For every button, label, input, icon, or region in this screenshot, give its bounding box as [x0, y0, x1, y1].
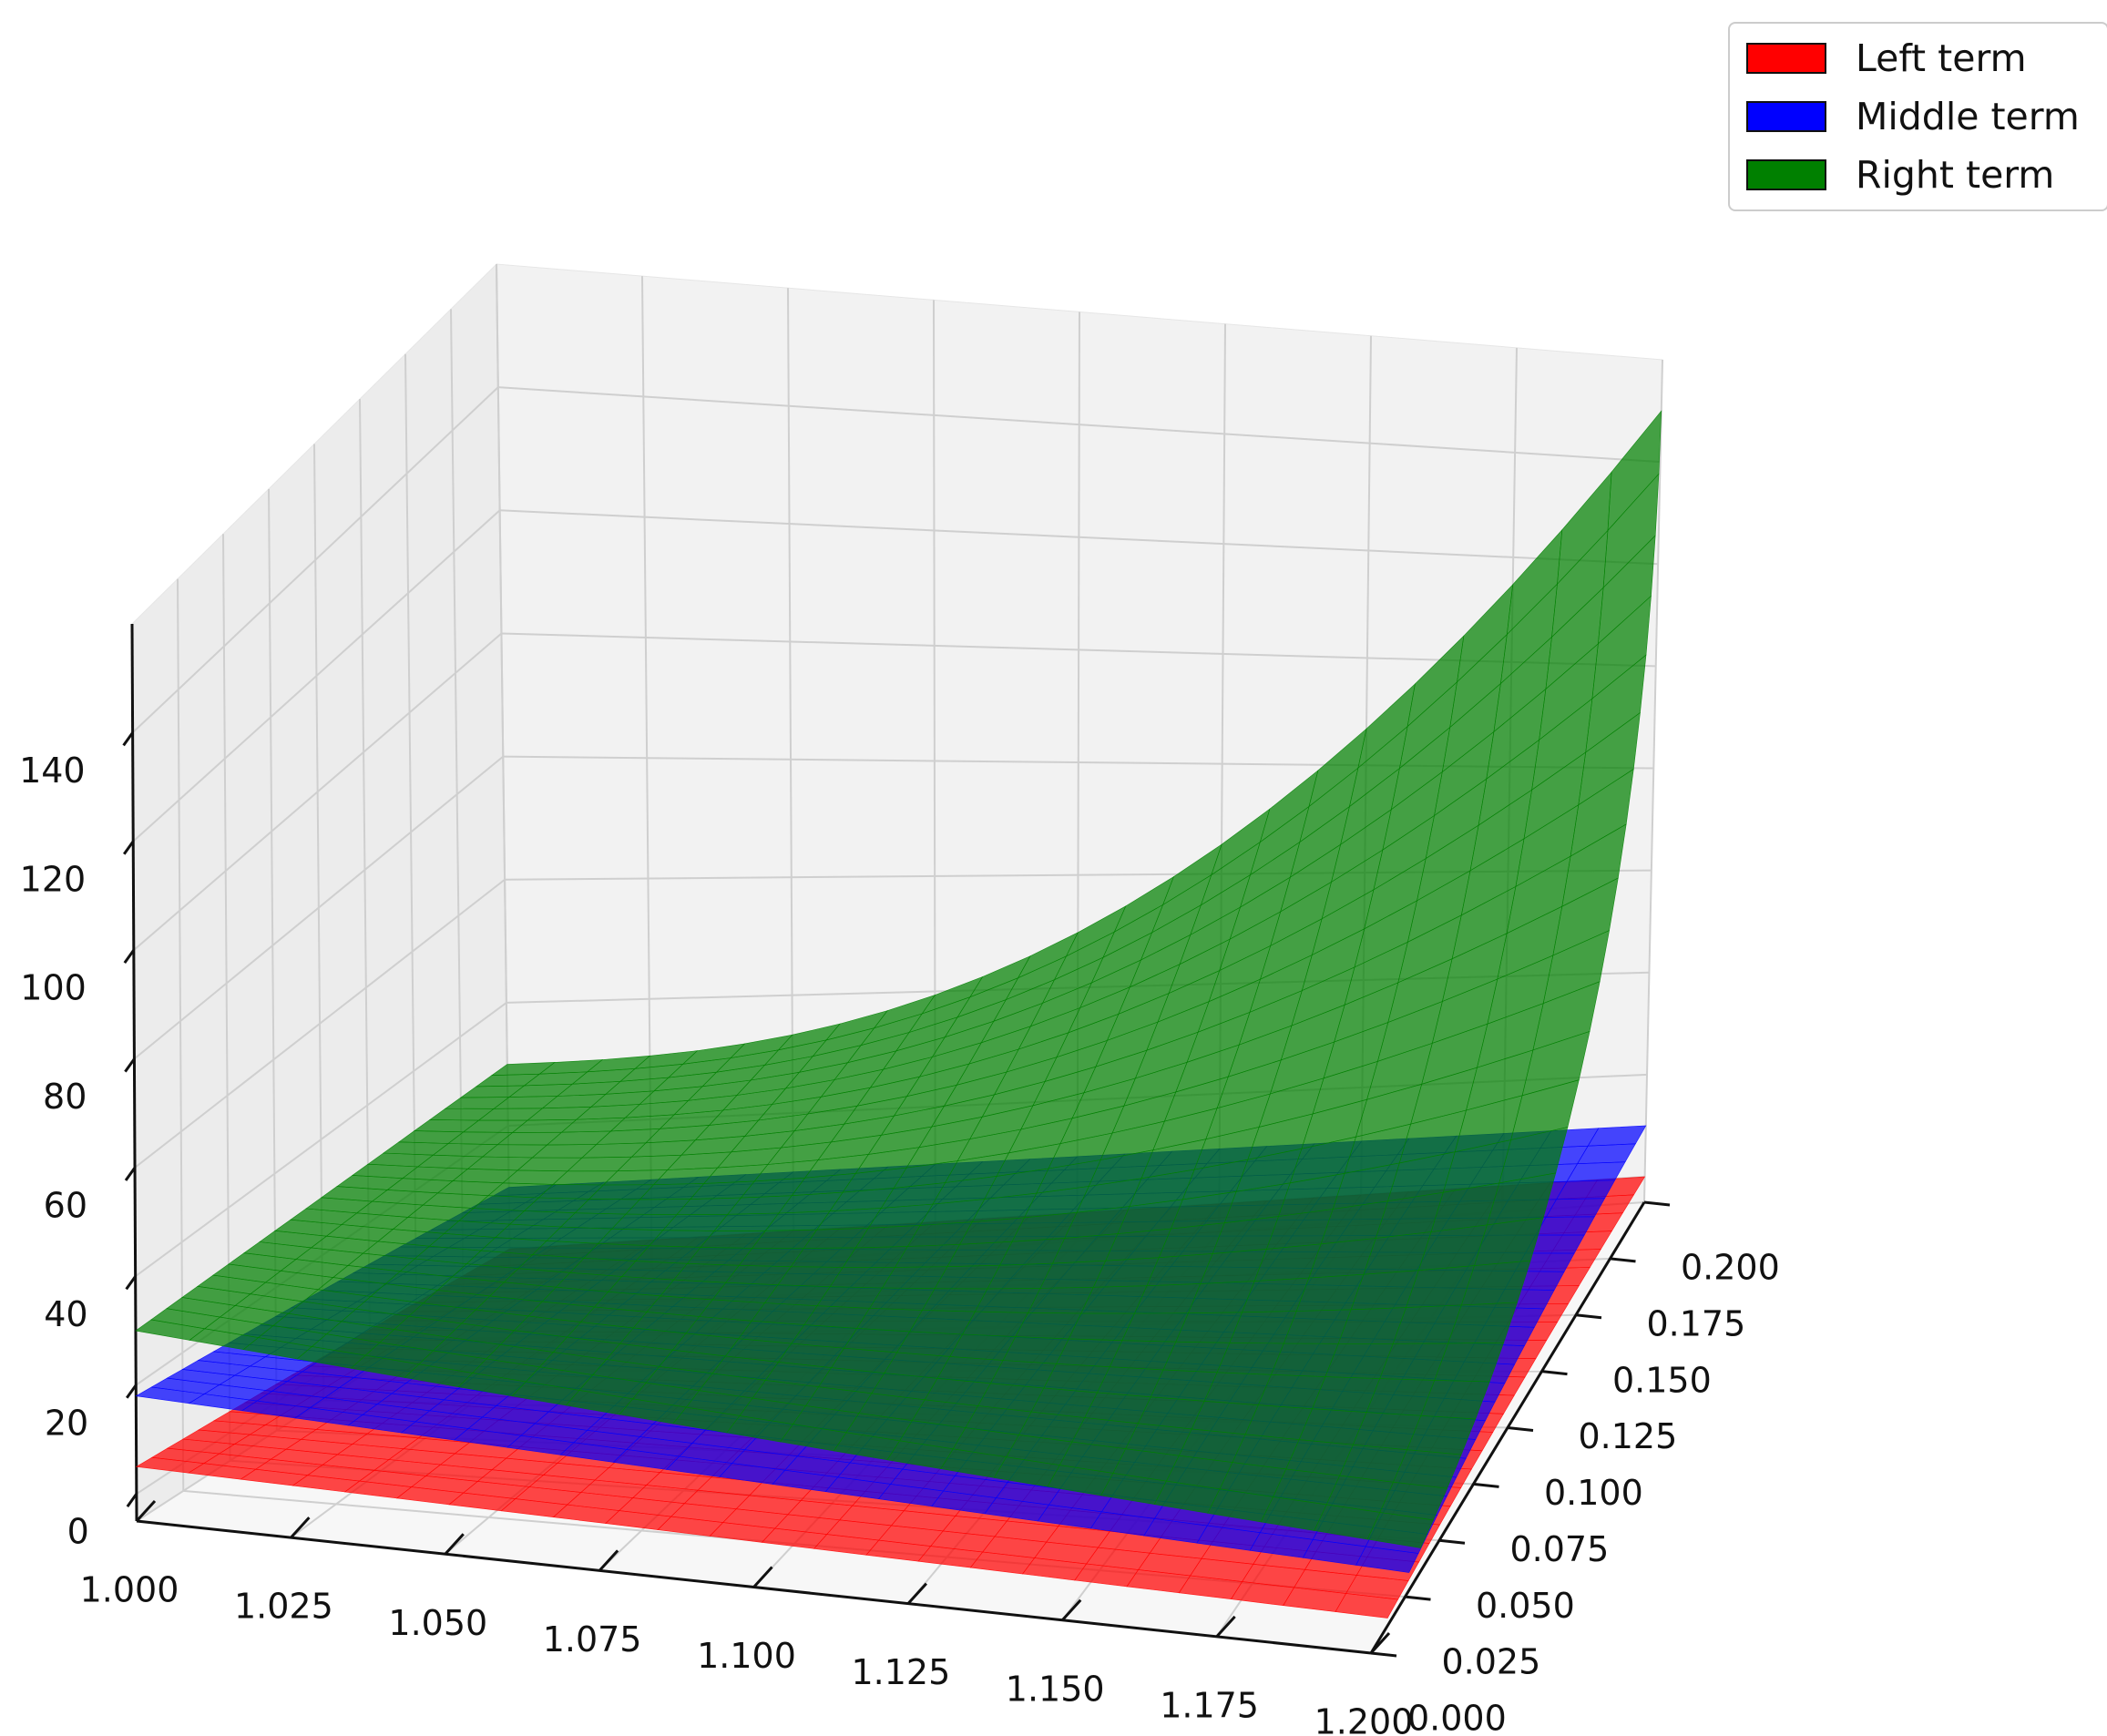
x-tick-0	[135, 1499, 157, 1523]
legend-swatch-right-term	[1746, 159, 1826, 190]
y-tick-2	[1438, 1538, 1466, 1545]
y-tick-label-6: 0.150	[1612, 1360, 1712, 1400]
legend-item-right-term: Right term	[1746, 153, 2055, 197]
legend-item-middle-term: Middle term	[1746, 95, 2080, 138]
grid-left-z-6	[132, 509, 501, 842]
z-tick-3	[124, 1167, 137, 1181]
x-tick-5	[906, 1582, 927, 1605]
legend-swatch-left-term	[1746, 43, 1826, 74]
x-tick-label-4: 1.100	[697, 1636, 796, 1676]
x-tick-label-8: 1.200	[1314, 1702, 1414, 1736]
legend-label-left-term: Left term	[1856, 36, 2027, 80]
grid-back-x-8	[1643, 359, 1663, 1203]
x-tick-label-2: 1.050	[388, 1603, 487, 1643]
grid-back-z-7	[497, 386, 1661, 464]
grid-left-z-5	[133, 632, 503, 951]
legend-swatch-middle-term	[1746, 101, 1826, 132]
z-tick-2	[125, 1275, 137, 1291]
z-tick-label-5: 100	[20, 968, 87, 1008]
y-tick-label-8: 0.200	[1681, 1248, 1780, 1288]
y-tick-label-7: 0.175	[1647, 1303, 1746, 1343]
x-tick-2	[444, 1533, 465, 1556]
x-tick-4	[752, 1566, 773, 1588]
z-tick-0	[126, 1493, 138, 1508]
grid-left-z-3	[134, 878, 506, 1169]
legend-item-left-term: Left term	[1746, 36, 2027, 80]
surface-right-term	[135, 410, 1662, 1548]
y-tick-label-2: 0.050	[1476, 1586, 1575, 1626]
z-tick-7	[122, 731, 134, 747]
z-tick-label-3: 60	[44, 1186, 87, 1226]
x-tick-label-5: 1.125	[852, 1652, 951, 1692]
axis-lines	[122, 623, 1671, 1658]
z-tick-label-7: 140	[19, 751, 86, 791]
x-tick-label-1: 1.025	[234, 1587, 333, 1627]
z-tick-label-6: 120	[20, 859, 87, 899]
y-tick-8	[1643, 1200, 1671, 1207]
y-tick-3	[1473, 1482, 1499, 1488]
x-tick-label-7: 1.175	[1160, 1685, 1259, 1725]
y-tick-4	[1507, 1426, 1534, 1432]
legend-label-right-term: Right term	[1856, 153, 2055, 197]
x-tick-label-0: 1.000	[80, 1570, 179, 1610]
tick-labels: 1.000 1.025 1.050 1.075 1.100 1.125 1.150 1.175…	[19, 751, 1780, 1736]
z-tick-label-0: 0	[67, 1512, 89, 1552]
z-axis-line	[130, 623, 138, 1522]
x-tick-1	[290, 1516, 311, 1539]
z-tick-label-2: 40	[44, 1294, 87, 1334]
z-tick-label-1: 20	[45, 1403, 88, 1443]
y-tick-5	[1541, 1370, 1568, 1376]
y-tick-0	[1370, 1651, 1397, 1658]
surfaces	[135, 410, 1662, 1619]
y-tick-1	[1405, 1595, 1431, 1601]
x-tick-7	[1215, 1615, 1236, 1638]
z-tick-6	[122, 840, 135, 855]
z-tick-5	[123, 949, 136, 965]
grid-left-z-4	[133, 755, 504, 1060]
z-tick-label-4: 80	[43, 1077, 87, 1117]
x-tick-label-6: 1.150	[1006, 1669, 1105, 1709]
legend-label-middle-term: Middle term	[1856, 95, 2080, 138]
z-tick-4	[124, 1057, 136, 1073]
y-tick-label-5: 0.125	[1579, 1416, 1678, 1456]
x-tick-8	[1369, 1631, 1391, 1655]
y-tick-7	[1610, 1257, 1636, 1263]
z-tick-1	[126, 1384, 138, 1399]
x-tick-3	[598, 1549, 619, 1572]
x-tick-6	[1061, 1598, 1082, 1621]
legend: Left term Middle term Right term	[1728, 22, 2107, 211]
grid-back-z-6	[499, 509, 1659, 566]
grid-left-z-2	[135, 1002, 507, 1278]
y-tick-label-1: 0.025	[1442, 1642, 1541, 1682]
y-tick-label-3: 0.075	[1510, 1529, 1610, 1569]
y-tick-6	[1575, 1313, 1602, 1320]
y-tick-label-4: 0.100	[1544, 1473, 1643, 1513]
y-tick-label-0: 0.000	[1407, 1699, 1507, 1736]
x-tick-label-3: 1.075	[543, 1619, 642, 1659]
grid-left-z-7	[131, 386, 499, 734]
